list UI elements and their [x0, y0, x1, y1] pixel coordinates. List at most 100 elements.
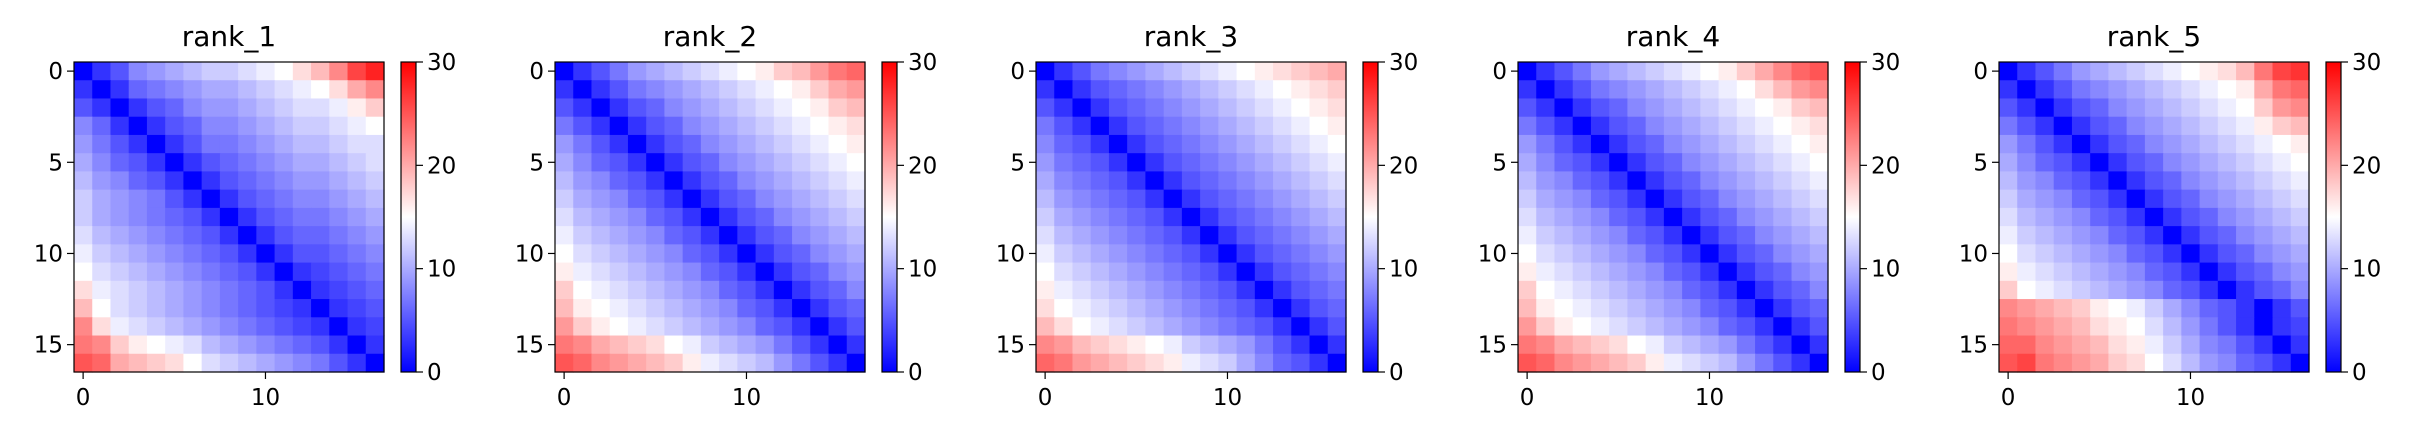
- heatmap-cell: [1054, 335, 1074, 355]
- heatmap-cell: [2217, 116, 2237, 136]
- heatmap-cell: [2272, 244, 2292, 264]
- heatmap-cell: [2017, 317, 2037, 337]
- heatmap-cell: [2144, 299, 2164, 318]
- heatmap-cell: [110, 226, 130, 245]
- heatmap-cell: [311, 226, 330, 245]
- heatmap-cell: [2236, 134, 2255, 154]
- heatmap-cell: [2035, 153, 2055, 173]
- heatmap-cell: [1218, 207, 1238, 227]
- heatmap-cell: [1309, 244, 1329, 264]
- heatmap-cell: [1682, 262, 1701, 282]
- heatmap-cell: [1809, 189, 1829, 209]
- heatmap-cell: [1163, 62, 1183, 81]
- heatmap-cell: [2126, 353, 2146, 373]
- heatmap-cell: [1291, 226, 1311, 245]
- heatmap-cell: [2163, 262, 2182, 282]
- heatmap-cell: [1554, 153, 1574, 173]
- colorbar-tick-label: 0: [908, 360, 923, 386]
- heatmap-cell: [256, 207, 276, 227]
- heatmap-cell: [646, 171, 666, 191]
- heatmap-cell: [1554, 299, 1574, 318]
- heatmap-cell: [828, 207, 848, 227]
- heatmap-cell: [110, 62, 130, 81]
- heatmap-cell: [365, 353, 385, 373]
- heatmap-cell: [1682, 189, 1701, 209]
- heatmap-cell: [1163, 262, 1183, 282]
- heatmap-cell: [311, 98, 330, 118]
- heatmap-cell: [311, 299, 330, 318]
- heatmap-cell: [2017, 353, 2037, 373]
- heatmap-cell: [128, 134, 148, 154]
- heatmap-cell: [365, 80, 385, 100]
- heatmap-cell: [1309, 226, 1329, 245]
- heatmap-cell: [737, 62, 757, 81]
- heatmap-cell: [256, 280, 276, 300]
- heatmap-cell: [555, 207, 574, 227]
- heatmap-cell: [664, 62, 684, 81]
- colorbar-tick-label: 0: [1389, 360, 1404, 386]
- heatmap-cell: [1181, 353, 1201, 373]
- heatmap-cell: [1554, 244, 1574, 264]
- heatmap-cell: [1645, 189, 1665, 209]
- heatmap-cell: [1218, 353, 1238, 373]
- heatmap-cell: [256, 244, 276, 264]
- heatmap-cell: [347, 189, 367, 209]
- heatmap-cell: [1291, 62, 1311, 81]
- heatmap-cell: [2272, 226, 2292, 245]
- heatmap-cell: [256, 299, 276, 318]
- heatmap-cell: [591, 189, 611, 209]
- heatmap-cell: [591, 207, 611, 227]
- heatmap-cell: [1127, 153, 1147, 173]
- heatmap-cell: [1518, 207, 1537, 227]
- heatmap-cell: [238, 153, 257, 173]
- heatmap-cell: [591, 280, 611, 300]
- heatmap-cell: [165, 335, 185, 355]
- heatmap-cell: [1536, 244, 1556, 264]
- heatmap-cell: [700, 280, 720, 300]
- heatmap-cell: [1163, 171, 1183, 191]
- heatmap-cell: [311, 207, 330, 227]
- heatmap-cell: [183, 317, 203, 337]
- heatmap-cell: [1518, 317, 1537, 337]
- heatmap-cell: [347, 317, 367, 337]
- colorbar: [881, 61, 898, 373]
- heatmap-cell: [1590, 98, 1610, 118]
- x-tick-label: 0: [2001, 385, 2016, 411]
- heatmap-cell: [573, 226, 593, 245]
- heatmap-cell: [1127, 226, 1147, 245]
- heatmap-cell: [183, 262, 203, 282]
- heatmap-cell: [1809, 244, 1829, 264]
- heatmap-cell: [1700, 353, 1720, 373]
- heatmap-cell: [1518, 280, 1537, 300]
- heatmap-cell: [609, 280, 629, 300]
- heatmap-cell: [828, 98, 848, 118]
- heatmap-cell: [1181, 244, 1201, 264]
- heatmap-cell: [2053, 171, 2073, 191]
- heatmap-cell: [609, 98, 629, 118]
- heatmap-cell: [1072, 207, 1092, 227]
- heatmap-cell: [719, 244, 738, 264]
- heatmap-cells: [74, 62, 385, 373]
- heatmap-cell: [2199, 353, 2219, 373]
- heatmap-cell: [664, 280, 684, 300]
- heatmap-cell: [1181, 207, 1201, 227]
- heatmap-cell: [1218, 62, 1238, 81]
- heatmap-cell: [1809, 153, 1829, 173]
- heatmap-cell: [1291, 262, 1311, 282]
- heatmap-cell: [1200, 134, 1219, 154]
- heatmap-cell: [1200, 62, 1219, 81]
- heatmap-cell: [2254, 353, 2274, 373]
- heatmap-cell: [1682, 353, 1701, 373]
- heatmap-cell: [1682, 299, 1701, 318]
- heatmap-cell: [627, 335, 647, 355]
- heatmap-cell: [2090, 80, 2110, 100]
- heatmap-cell: [2071, 226, 2091, 245]
- heatmap-cell: [2181, 62, 2201, 81]
- heatmap-cell: [1291, 116, 1311, 136]
- heatmap-cell: [1218, 226, 1238, 245]
- heatmap-cell: [1536, 98, 1556, 118]
- heatmap-cell: [274, 280, 294, 300]
- heatmap-cell: [1236, 153, 1256, 173]
- heatmap-cell: [2017, 189, 2037, 209]
- heatmap-cell: [1554, 226, 1574, 245]
